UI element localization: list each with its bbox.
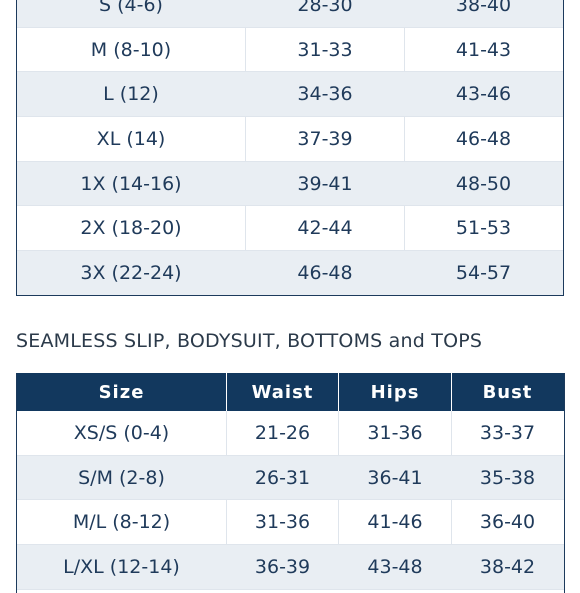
table-row: 1X (14-16) 39-41 48-50 (17, 161, 563, 207)
table-row: 3X (22-24) 46-48 54-57 (17, 251, 563, 295)
hips-cell: 41-46 (338, 500, 451, 545)
table-row: S (4-6) 28-30 38-40 (17, 0, 563, 28)
size-cell: 2X (18-20) (80, 217, 182, 240)
table-row: L (12) 34-36 43-46 (17, 72, 563, 118)
waist-cell: 31-36 (226, 500, 338, 545)
measure-cell: 51-53 (404, 206, 562, 251)
hips-cell: 31-36 (338, 411, 451, 455)
size-table-top: S (4-6) 28-30 38-40 M (8-10) 31-33 41-43… (16, 0, 564, 296)
size-cell: 1X (14-16) (80, 172, 182, 195)
size-table-seamless: Size Waist Hips Bust XS/S (0-4) 21-26 31… (16, 373, 565, 593)
table-row: S/M (2-8) 26-31 36-41 35-38 (17, 455, 564, 501)
measure-cell: 37-39 (245, 117, 404, 161)
table-row: M (8-10) 31-33 41-43 (17, 27, 563, 73)
size-cell: XS/S (0-4) (73, 421, 170, 444)
header-hips: Hips (338, 373, 451, 411)
bust-cell: 33-37 (451, 411, 563, 455)
measure-cell: 46-48 (404, 117, 562, 161)
waist-cell: 36-39 (254, 555, 311, 578)
measure-cell: 54-57 (455, 262, 512, 285)
hips-cell: 36-41 (367, 466, 423, 489)
hips-cell: 43-48 (367, 555, 423, 578)
header-size: Size (98, 381, 145, 403)
measure-cell: 42-44 (245, 206, 404, 251)
measure-cell: 34-36 (297, 83, 353, 106)
measure-cell: 43-46 (455, 83, 512, 106)
measure-cell: 38-40 (455, 0, 512, 16)
section-heading: SEAMLESS SLIP, BODYSUIT, BOTTOMS and TOP… (16, 330, 483, 352)
table-row: 2X (18-20) 42-44 51-53 (17, 206, 563, 252)
measure-cell: 46-48 (297, 262, 353, 285)
size-cell: M/L (8-12) (72, 511, 171, 534)
measure-cell: 48-50 (455, 172, 512, 195)
bust-cell: 38-42 (479, 555, 536, 578)
waist-cell: 26-31 (254, 466, 311, 489)
size-cell: XL (14) (96, 127, 166, 150)
table-header-row: Size Waist Hips Bust (17, 373, 564, 411)
size-cell: S/M (2-8) (78, 466, 165, 489)
size-cell: L/XL (12-14) (63, 555, 180, 578)
waist-cell: 21-26 (226, 411, 338, 455)
measure-cell: 39-41 (297, 172, 353, 195)
table-row: XL (14) 37-39 46-48 (17, 117, 563, 162)
size-cell: 3X (22-24) (80, 262, 182, 285)
measure-cell: 31-33 (245, 27, 404, 72)
size-cell: M (8-10) (90, 38, 172, 61)
table-row: M/L (8-12) 31-36 41-46 36-40 (17, 500, 564, 546)
header-waist: Waist (226, 373, 338, 411)
bust-cell: 36-40 (451, 500, 563, 545)
table-row: L/XL (12-14) 36-39 43-48 38-42 (17, 545, 564, 590)
size-cell: S (4-6) (99, 0, 163, 16)
bust-cell: 35-38 (479, 466, 536, 489)
measure-cell: 28-30 (297, 0, 353, 16)
header-bust: Bust (451, 373, 563, 411)
size-cell: L (12) (103, 83, 159, 106)
table-row: XS/S (0-4) 21-26 31-36 33-37 (17, 411, 564, 456)
measure-cell: 41-43 (404, 27, 562, 72)
